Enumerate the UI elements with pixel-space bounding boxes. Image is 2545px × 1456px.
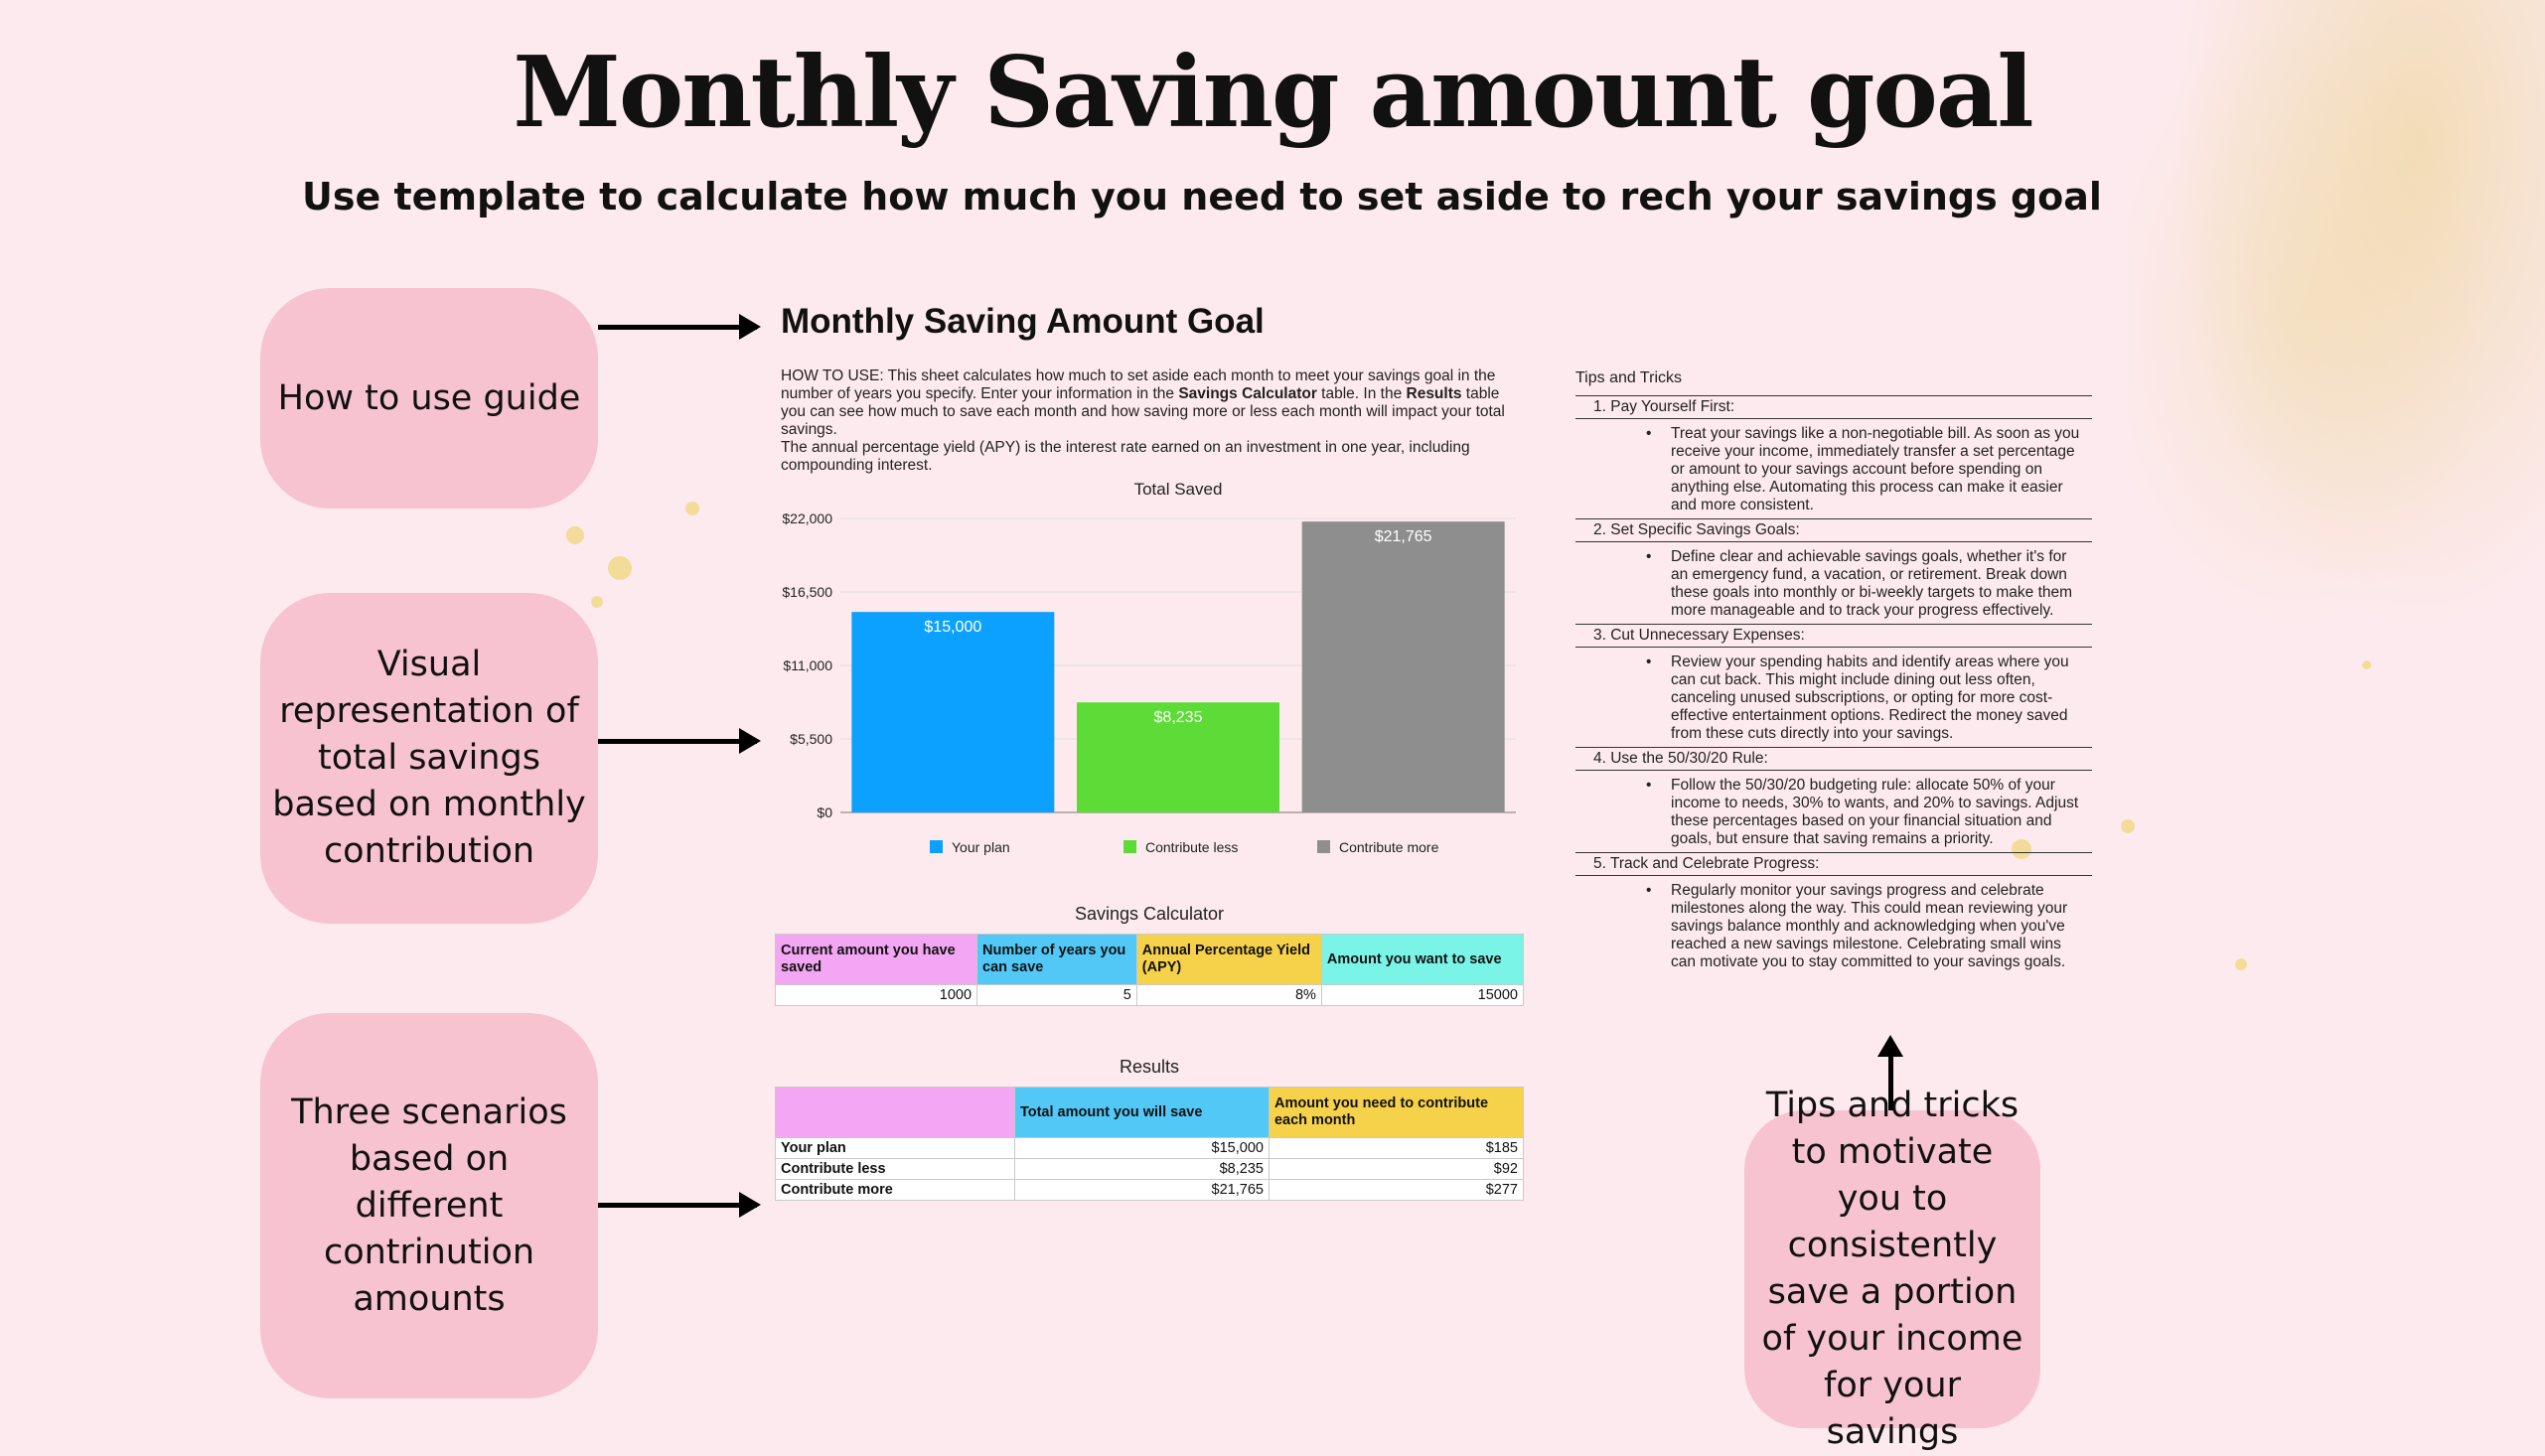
bar-contribute-more xyxy=(1301,521,1505,812)
bubble-visual: Visual representation of total savings b… xyxy=(260,593,598,924)
results-header-total: Total amount you will save xyxy=(1013,1087,1270,1138)
bubble-scenarios: Three scenarios based on different contr… xyxy=(260,1013,598,1398)
tip-body: Regularly monitor your savings progress … xyxy=(1575,876,2092,975)
bar-contribute-less xyxy=(1077,702,1279,812)
sheet-title: Monthly Saving Amount Goal xyxy=(781,302,1265,341)
bubble-scenarios-text: Three scenarios based on different contr… xyxy=(291,1092,567,1319)
legend-label: Contribute less xyxy=(1145,839,1238,855)
how-to-use-text: HOW TO USE: This sheet calculates how mu… xyxy=(781,367,1516,475)
tips-title: Tips and Tricks xyxy=(1575,369,1682,386)
legend-label: Your plan xyxy=(952,839,1010,855)
arrow-right-icon xyxy=(598,314,761,340)
results-caption: Results xyxy=(1119,1057,1180,1077)
howto-bold: Savings Calculator xyxy=(1178,385,1317,402)
data-label: $21,765 xyxy=(1375,528,1432,545)
gold-dot xyxy=(591,596,603,608)
legend-swatch xyxy=(1123,840,1136,853)
tip-body: Treat your savings like a non-negotiable… xyxy=(1575,419,2092,518)
total-saved-chart: Total Saved $0 $5,500 $11,000 $16,500 $22,000… xyxy=(781,475,1536,872)
howto-apy: The annual percentage yield (APY) is the… xyxy=(781,439,1470,474)
tip-heading: 4. Use the 50/30/20 Rule: xyxy=(1575,747,2092,771)
calc-apy-value[interactable]: 8% xyxy=(1135,984,1322,1006)
results-row-total: $15,000 xyxy=(1013,1137,1270,1159)
bubble-visual-text: Visual representation of total savings b… xyxy=(272,645,586,871)
tip-body: Follow the 50/30/20 budgeting rule: allo… xyxy=(1575,771,2092,852)
chart-title: Total Saved xyxy=(1134,480,1223,499)
y-tick-label: $16,500 xyxy=(782,584,832,600)
table-row: Your plan $15,000 $185 xyxy=(775,1137,1525,1159)
howto-bold: Results xyxy=(1406,385,1462,402)
results-row-monthly: $92 xyxy=(1268,1158,1525,1180)
calc-header-goal: Amount you want to save xyxy=(1320,934,1525,985)
legend-swatch xyxy=(1317,840,1330,853)
tips-list: 1. Pay Yourself First: Treat your saving… xyxy=(1575,395,2092,975)
data-label: $8,235 xyxy=(1154,709,1203,726)
tip-body: Define clear and achievable savings goal… xyxy=(1575,542,2092,624)
results-row-total: $8,235 xyxy=(1013,1158,1270,1180)
tip-body: Review your spending habits and identify… xyxy=(1575,648,2092,747)
bubble-tips: Tips and tricks to motivate you to consi… xyxy=(1744,1086,2040,1452)
howto-part: table. In the xyxy=(1316,385,1407,402)
gold-dot xyxy=(2121,819,2135,833)
y-tick-label: $22,000 xyxy=(782,510,832,526)
page-title: Monthly Saving amount goal xyxy=(513,36,2033,150)
data-label: $15,000 xyxy=(924,619,981,636)
gold-dot xyxy=(685,502,699,515)
table-row: Contribute more $21,765 $277 xyxy=(775,1179,1525,1201)
results-header-blank xyxy=(775,1087,1015,1138)
y-tick-label: $0 xyxy=(817,804,832,820)
bubble-tips-text: Tips and tricks to motivate you to consi… xyxy=(1761,1086,2023,1452)
results-row-monthly: $277 xyxy=(1268,1179,1525,1201)
arrow-right-icon xyxy=(598,1192,761,1218)
tip-heading: 2. Set Specific Savings Goals: xyxy=(1575,518,2092,542)
tip-heading: 3. Cut Unnecessary Expenses: xyxy=(1575,624,2092,648)
results-table: Total amount you will save Amount you ne… xyxy=(775,1087,1525,1201)
legend-swatch xyxy=(930,840,943,853)
results-row-label: Your plan xyxy=(775,1137,1015,1159)
y-tick-label: $5,500 xyxy=(790,731,832,747)
gold-dot xyxy=(2362,660,2371,669)
savings-calculator-table: Current amount you have saved Number of … xyxy=(774,934,1525,1006)
table-row: Contribute less $8,235 $92 xyxy=(775,1158,1525,1180)
results-row-monthly: $185 xyxy=(1268,1137,1525,1159)
page-subtitle: Use template to calculate how much you n… xyxy=(302,175,2102,218)
legend-label: Contribute more xyxy=(1339,839,1439,855)
tip-heading: 5. Track and Celebrate Progress: xyxy=(1575,852,2092,876)
arrow-right-icon xyxy=(598,728,761,754)
results-header-monthly: Amount you need to contribute each month xyxy=(1268,1087,1525,1138)
howto-part: table you can see how much to save each … xyxy=(781,385,1505,438)
howto-part: HOW TO USE: This sheet calculates how mu… xyxy=(781,367,1496,402)
calc-goal-value[interactable]: 15000 xyxy=(1320,984,1525,1006)
arrow-up-icon xyxy=(1877,1035,1903,1110)
chart-svg: Total Saved $0 $5,500 $11,000 $16,500 $22,000… xyxy=(782,480,1516,855)
bar-your-plan xyxy=(851,612,1055,812)
calc-header-years: Number of years you can save xyxy=(976,934,1137,985)
calc-header-current: Current amount you have saved xyxy=(774,934,978,985)
tip-heading: 1. Pay Yourself First: xyxy=(1575,395,2092,419)
calc-current-value[interactable]: 1000 xyxy=(774,984,978,1006)
calc-header-apy: Annual Percentage Yield (APY) xyxy=(1135,934,1322,985)
calculator-caption: Savings Calculator xyxy=(1074,904,1225,924)
gold-dot xyxy=(2235,958,2247,970)
gold-dot xyxy=(608,556,632,580)
results-row-label: Contribute less xyxy=(775,1158,1015,1180)
results-row-label: Contribute more xyxy=(775,1179,1015,1201)
calc-years-value[interactable]: 5 xyxy=(976,984,1137,1006)
results-row-total: $21,765 xyxy=(1013,1179,1270,1201)
gold-dot xyxy=(566,526,584,544)
bubble-how-to-use-text: How to use guide xyxy=(277,377,581,418)
y-tick-label: $11,000 xyxy=(783,657,832,673)
bubble-how-to-use: How to use guide xyxy=(260,288,598,509)
